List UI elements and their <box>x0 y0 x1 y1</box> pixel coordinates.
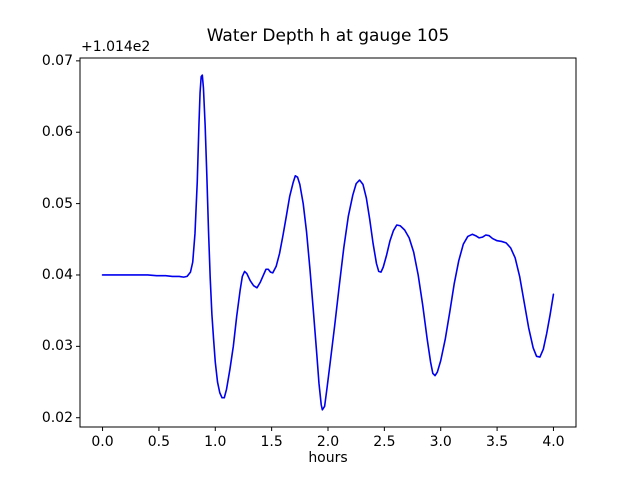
x-tick-label: 2.0 <box>316 434 340 450</box>
y-tick-label: 0.04 <box>41 266 73 283</box>
y-tick-label: 0.03 <box>41 338 73 355</box>
x-tick-label: 3.5 <box>485 434 509 450</box>
x-tick-label: 0.5 <box>147 434 171 450</box>
x-tick-label: 0.0 <box>91 434 114 450</box>
x-tick-label: 2.5 <box>373 434 396 450</box>
y-tick-label: 0.07 <box>41 52 73 69</box>
x-axis-label: hours <box>308 450 348 466</box>
water-depth-line <box>101 74 555 411</box>
x-tick-label: 1.5 <box>260 434 283 450</box>
chart-title: Water Depth h at gauge 105 <box>206 26 450 46</box>
axes-border <box>79 57 577 428</box>
y-tick-label: 0.05 <box>41 195 73 212</box>
x-tick-label: 3.0 <box>429 434 452 450</box>
x-tick-label: 1.0 <box>204 434 227 450</box>
y-tick-label: 0.02 <box>41 409 73 426</box>
y-tick-label: 0.06 <box>41 124 73 141</box>
y-axis-offset-label: +1.014e2 <box>81 39 151 55</box>
x-tick-label: 4.0 <box>542 434 565 450</box>
